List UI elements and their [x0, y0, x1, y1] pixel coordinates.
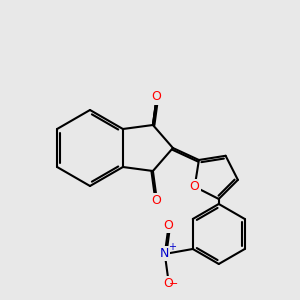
- Text: O: O: [163, 278, 173, 290]
- Text: O: O: [151, 91, 161, 103]
- Text: +: +: [168, 242, 176, 252]
- Text: O: O: [163, 220, 173, 232]
- Text: O: O: [151, 194, 161, 206]
- Text: −: −: [169, 279, 178, 289]
- Text: O: O: [190, 180, 200, 193]
- Text: N: N: [160, 248, 170, 260]
